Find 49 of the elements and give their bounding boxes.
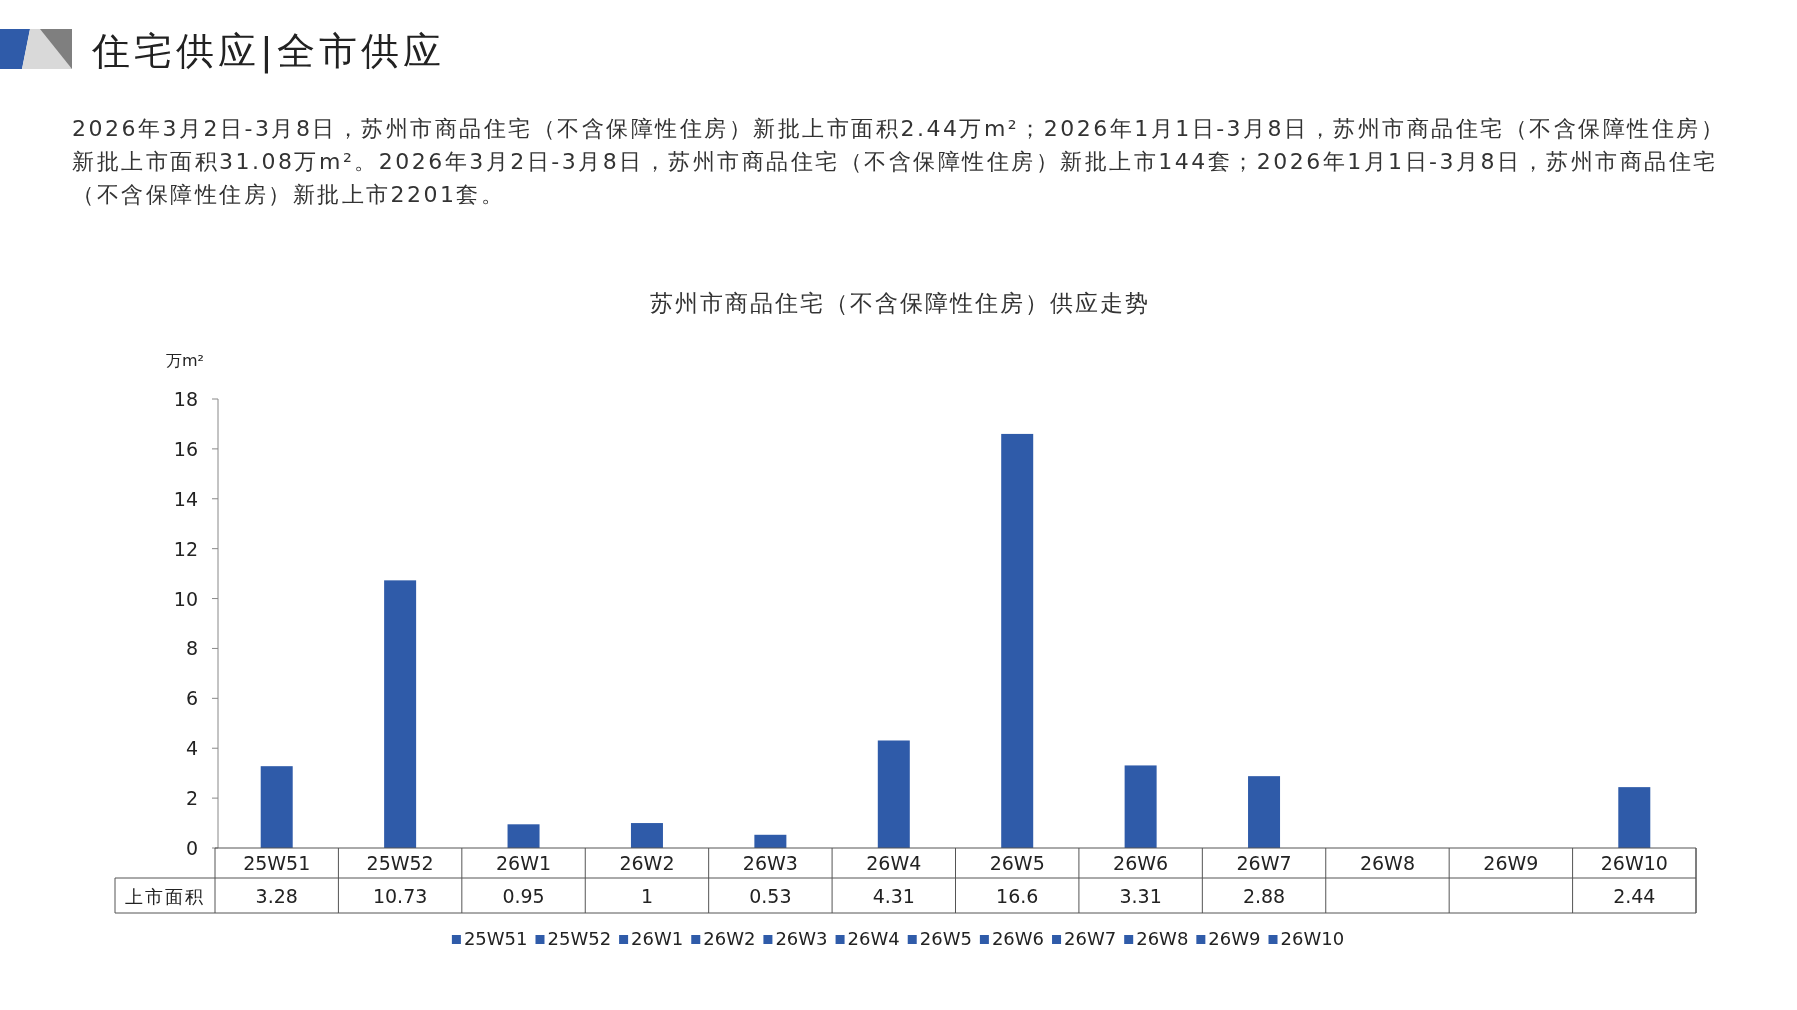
text: 住宅供应|全市供应 [91, 29, 445, 74]
category-label: 26W9 [1208, 928, 1261, 949]
x-tick-label: 25W51 [243, 852, 311, 874]
x-tick-label: 26W4 [866, 852, 922, 874]
category-label: 26W1 [631, 928, 684, 949]
category-label: 26W4 [847, 928, 900, 949]
data-label: 2.88 [1242, 885, 1286, 907]
x-tick-label: 26W2 [619, 852, 675, 874]
category-label: 26W10 [1280, 928, 1345, 949]
y-tick-label: 18 [173, 388, 198, 410]
y-tick-label: 8 [185, 637, 198, 660]
x-tick-label: 26W1 [496, 852, 552, 874]
x-tick-label: 25W52 [366, 852, 434, 874]
data-label: 0.53 [749, 885, 792, 907]
x-tick-label: 26W3 [742, 852, 798, 874]
category-label: 26W5 [919, 928, 972, 949]
y-tick-label: 6 [185, 687, 198, 710]
y-tick-label: 0 [185, 837, 198, 859]
category-label: 26W3 [775, 928, 828, 949]
y-tick-label: 16 [173, 437, 198, 460]
y-tick-label: 14 [173, 487, 198, 510]
category-label: 26W2 [703, 928, 756, 949]
text: 2026年3月2日-3月8日，苏州市商品住宅（不含保障性住房）新批上市面积2.44万m²；2026年1月1日-3月8日，苏州市商品住宅（不含保障性住房）新批上市面积31.08万m²。2026年3月2日-3月8日，苏州市商品住宅（不含保障性住房）新批上市144套；2026年1月1日-3月8日，苏州市商品住宅（不含保障性住房）新批上市2201套。 [72, 115, 1727, 209]
y-tick-label: 4 [185, 737, 198, 760]
category-label: 26W8 [1136, 928, 1189, 949]
y-axis-title: 万m² [166, 351, 204, 370]
y-tick-label: 2 [185, 787, 198, 810]
category-label: 25W52 [547, 928, 612, 949]
chart-title: 苏州市商品住宅（不含保障性住房）供应走势 [650, 290, 1150, 316]
data-label: 0.95 [502, 885, 545, 907]
x-tick-label: 26W7 [1236, 852, 1292, 874]
x-tick-label: 26W6 [1113, 852, 1169, 874]
y-tick-label: 10 [173, 587, 198, 610]
data-label: 2.44 [1613, 885, 1656, 907]
data-label: 3.28 [255, 885, 298, 907]
data-label: 10.73 [372, 885, 428, 907]
category-label: 25W51 [463, 928, 528, 949]
data-label: 4.31 [872, 885, 915, 907]
data-label: 1 [640, 885, 654, 907]
x-tick-label: 26W10 [1600, 852, 1668, 874]
text: 上市面积 [125, 886, 205, 907]
category-label: 26W6 [991, 928, 1045, 949]
category-label: 26W7 [1064, 928, 1117, 949]
x-tick-label: 26W9 [1483, 852, 1539, 874]
y-tick-label: 12 [173, 537, 198, 560]
x-tick-label: 26W8 [1359, 852, 1415, 874]
data-label: 3.31 [1119, 885, 1162, 907]
data-label: 16.6 [996, 885, 1039, 907]
x-tick-label: 26W5 [989, 852, 1045, 874]
